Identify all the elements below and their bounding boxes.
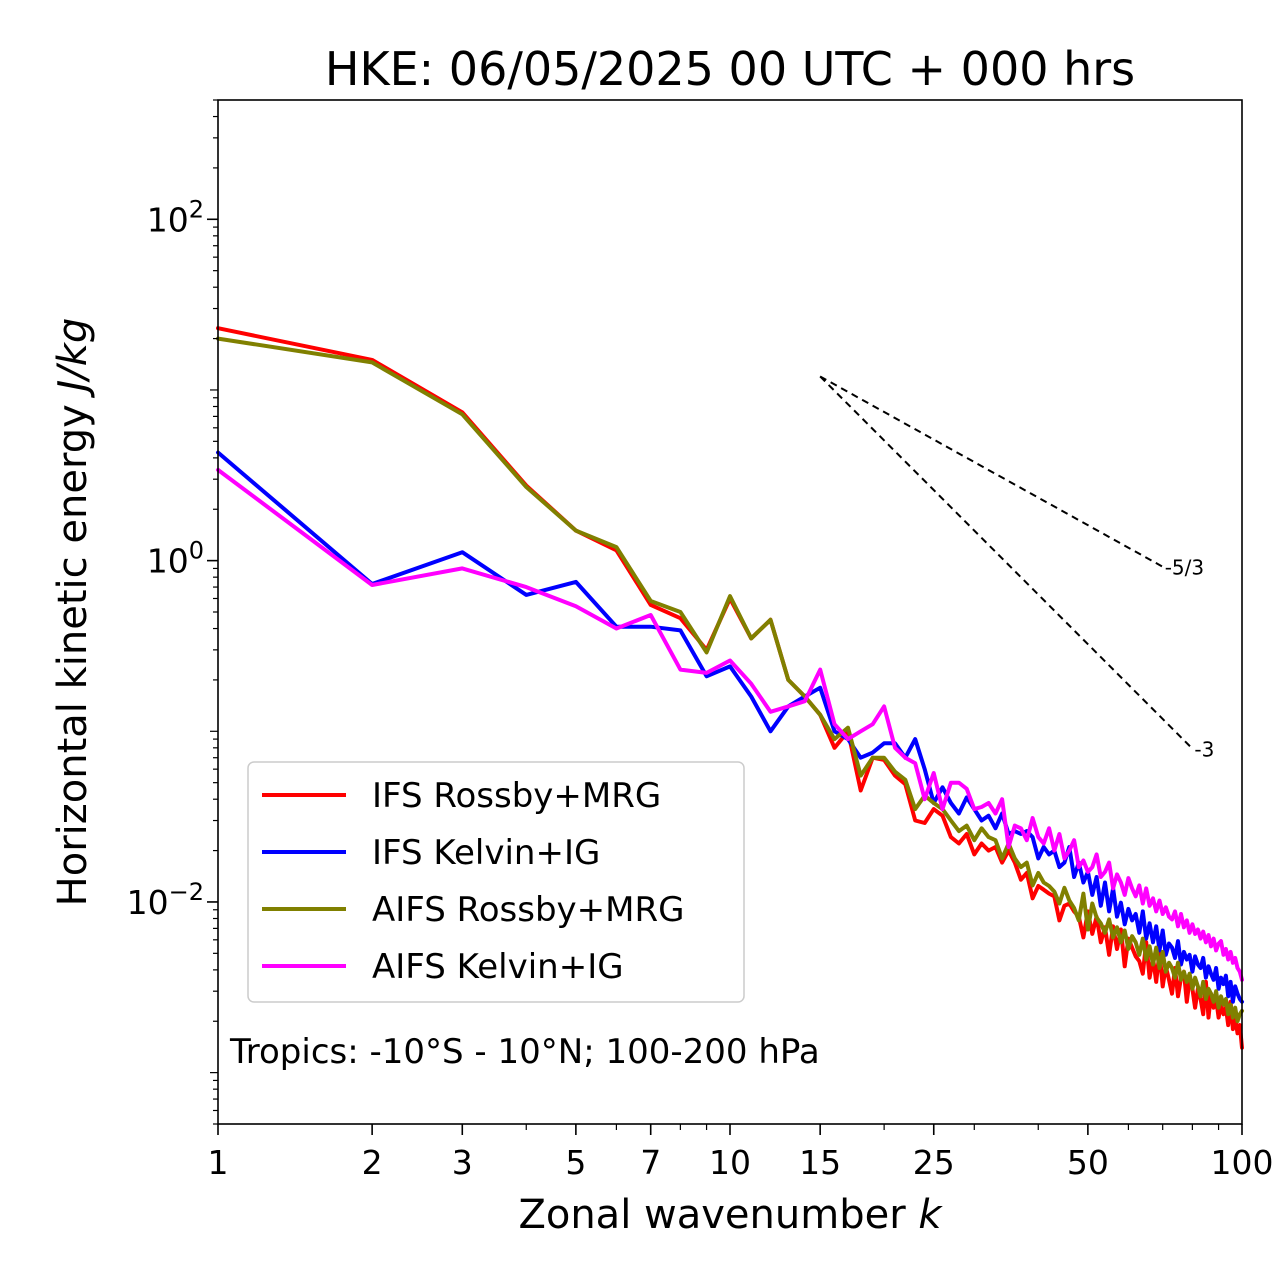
x-axis-label-var: k: [918, 1192, 943, 1238]
x-tick-label: 50: [1067, 1143, 1109, 1182]
y-tick-exponent: 0: [189, 537, 204, 565]
y-tick-exponent: 2: [189, 195, 204, 223]
region-annotation: Tropics: -10°S - 10°N; 100-200 hPa: [229, 1032, 820, 1072]
series-layer: [216, 326, 1244, 1050]
y-tick-label: 100: [147, 537, 204, 581]
chart-title: HKE: 06/05/2025 00 UTC + 000 hrs: [325, 42, 1135, 96]
reference-slope-label-0: -5/3: [1165, 556, 1204, 580]
x-tick-label: 5: [565, 1143, 586, 1182]
y-tick-exponent: −2: [169, 878, 204, 906]
y-tick-label: 10−2: [127, 878, 204, 922]
legend-label-ifs-rossby: IFS Rossby+MRG: [372, 776, 661, 816]
legend: IFS Rossby+MRG IFS Kelvin+IG AIFS Rossby…: [247, 761, 745, 1003]
x-tick-label: 7: [640, 1143, 661, 1182]
reference-slope-line-1: [819, 375, 1194, 750]
x-tick-label: 25: [913, 1143, 955, 1182]
reference-slopes: -5/3 -3: [819, 375, 1214, 762]
x-axis-label-text: Zonal wavenumber: [518, 1192, 906, 1238]
y-axis-label-text: Horizontal kinetic energy: [50, 404, 96, 906]
reference-slope-line-0: [819, 375, 1164, 568]
x-tick-label: 10: [709, 1143, 751, 1182]
y-axis-label-unit: J/kg: [50, 318, 96, 399]
y-tick-base: 10: [147, 542, 189, 581]
reference-slope-label-1: -3: [1194, 738, 1214, 762]
x-tick-label: 3: [452, 1143, 473, 1182]
legend-label-aifs-kelvin: AIFS Kelvin+IG: [372, 947, 624, 987]
legend-label-ifs-kelvin: IFS Kelvin+IG: [372, 833, 600, 873]
series-line-3: [216, 467, 1244, 982]
series-line-2: [216, 336, 1244, 1024]
y-tick-base: 10: [147, 200, 189, 239]
x-tick-label: 100: [1211, 1143, 1274, 1182]
x-tick-label: 1: [208, 1143, 229, 1182]
x-tick-label: 2: [362, 1143, 383, 1182]
x-axis-ticks: 1 2 3 5 7 10 15 25 50 100: [208, 1124, 1274, 1182]
y-tick-base: 10: [127, 883, 169, 922]
legend-label-aifs-rossby: AIFS Rossby+MRG: [372, 890, 684, 930]
x-tick-label: 15: [799, 1143, 841, 1182]
x-axis-label: Zonal wavenumber k: [518, 1192, 943, 1238]
y-axis-label: Horizontal kinetic energy J/kg: [50, 318, 96, 907]
legend-box: [247, 761, 745, 1003]
y-tick-label: 102: [147, 195, 204, 239]
